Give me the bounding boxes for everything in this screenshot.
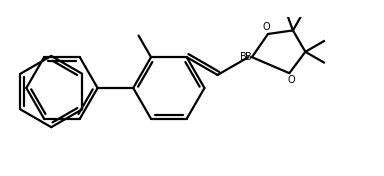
Text: B: B (245, 52, 252, 62)
Text: B: B (240, 52, 247, 62)
Text: O: O (287, 75, 295, 85)
Text: O: O (262, 22, 270, 32)
